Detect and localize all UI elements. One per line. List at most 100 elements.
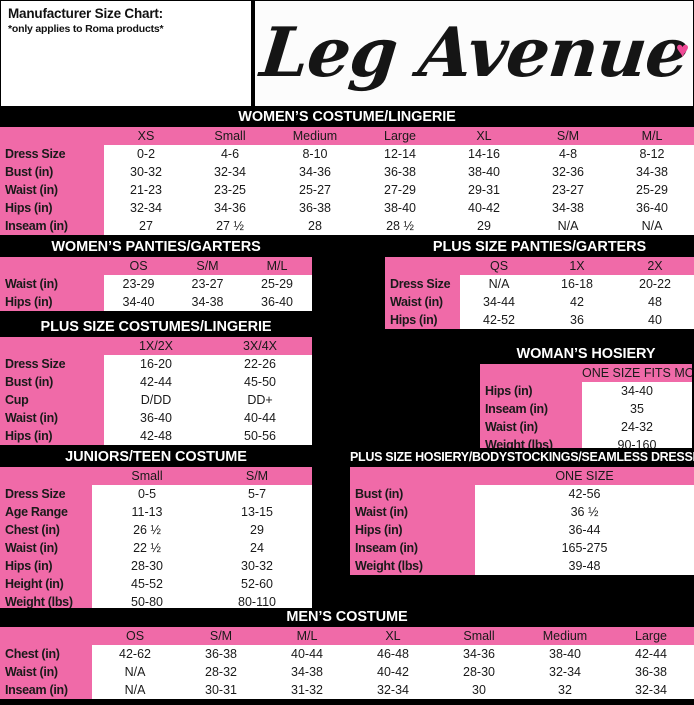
table-row: Hips (in) 28-30 30-32 xyxy=(0,557,312,575)
table-cell: 13-15 xyxy=(202,503,312,521)
row-label: Waist (in) xyxy=(0,539,92,557)
size-table: Small S/M Dress Size 0-5 5-7 Age Range 11-13 13… xyxy=(0,467,312,611)
table-cell: 25-27 xyxy=(272,181,358,199)
table-cell: 39-48 xyxy=(475,557,694,575)
table-cell: 29 xyxy=(202,521,312,539)
row-label: Cup xyxy=(0,391,104,409)
table-cell: 34-36 xyxy=(436,645,522,663)
column-header: S/M xyxy=(202,467,312,485)
table-cell: 30-31 xyxy=(178,681,264,699)
one-size-header: ONE SIZE xyxy=(475,467,694,485)
column-header: OS xyxy=(92,627,178,645)
table-cell: 30-32 xyxy=(104,163,188,181)
table-cell: 28-32 xyxy=(178,663,264,681)
table-row: Hips (in) 42-52 36 40 xyxy=(385,311,694,329)
column-header: 3X/4X xyxy=(208,337,312,355)
table-cell: 36 xyxy=(538,311,616,329)
table-cell: 31-32 xyxy=(264,681,350,699)
row-label: Waist (in) xyxy=(0,181,104,199)
column-header: Small xyxy=(188,127,272,145)
table-cell: 35 xyxy=(582,400,692,418)
table-cell: 24-32 xyxy=(582,418,692,436)
table-cell: 42-56 xyxy=(475,485,694,503)
row-label: Weight (lbs) xyxy=(350,557,475,575)
column-header: 1X xyxy=(538,257,616,275)
table-cell: N/A xyxy=(92,681,178,699)
table-cell: 27-29 xyxy=(358,181,442,199)
column-header: S/M xyxy=(526,127,610,145)
table-row: Hips (in) 32-34 34-36 36-38 38-40 40-42 34-38 3… xyxy=(0,199,694,217)
table-row: Dress Size 0-5 5-7 xyxy=(0,485,312,503)
table-cell: 0-2 xyxy=(104,145,188,163)
row-label: Dress Size xyxy=(0,355,104,373)
section-title: JUNIORS/TEEN COSTUME xyxy=(0,448,312,467)
table-cell: 8-12 xyxy=(610,145,694,163)
table-cell: 36-44 xyxy=(475,521,694,539)
row-label: Weight (lbs) xyxy=(0,593,92,611)
column-header: OS xyxy=(104,257,173,275)
column-header: M/L xyxy=(242,257,312,275)
column-header: Small xyxy=(436,627,522,645)
section-title: MEN’S COSTUME xyxy=(0,608,694,627)
table-cell: 42-48 xyxy=(104,427,208,445)
row-label: Inseam (in) xyxy=(0,217,104,235)
row-label: Waist (in) xyxy=(0,409,104,427)
table-corner xyxy=(0,127,104,145)
table-row: Inseam (in) N/A 30-31 31-32 32-34 30 32 32-34 xyxy=(0,681,694,699)
table-cell: 46-48 xyxy=(350,645,436,663)
table-row: Chest (in) 26 ½ 29 xyxy=(0,521,312,539)
table-row: Inseam (in) 35 xyxy=(480,400,692,418)
table-cell: 36-38 xyxy=(608,663,694,681)
table-body: QS 1X 2X Dress Size N/A 16-18 20-22 Waist (in) 3… xyxy=(385,257,694,329)
table-row: Waist (in) 24-32 xyxy=(480,418,692,436)
table-cell: 36-40 xyxy=(610,199,694,217)
table-row: Chest (in) 42-62 36-38 40-44 46-48 34-36 38-40… xyxy=(0,645,694,663)
table-cell: 36-38 xyxy=(358,163,442,181)
table-cell: 36-40 xyxy=(242,293,312,311)
table-plus-costumes: PLUS SIZE COSTUMES/LINGERIE 1X/2X 3X/4X Dr… xyxy=(0,318,312,445)
row-label: Hips (in) xyxy=(350,521,475,539)
size-table: OS S/M M/L XL Small Medium Large Chest (in) 42-6… xyxy=(0,627,694,699)
row-label: Waist (in) xyxy=(0,275,104,293)
table-cell: 50-80 xyxy=(92,593,202,611)
column-header: Large xyxy=(608,627,694,645)
table-header-row: 1X/2X 3X/4X xyxy=(0,337,312,355)
section-title: WOMEN’S COSTUME/LINGERIE xyxy=(0,108,694,127)
table-cell: 28 ½ xyxy=(358,217,442,235)
table-cell: 80-110 xyxy=(202,593,312,611)
table-row: Waist (in) 23-29 23-27 25-29 xyxy=(0,275,312,293)
table-row: Inseam (in) 27 27 ½ 28 28 ½ 29 N/A N/A xyxy=(0,217,694,235)
table-cell: 40-44 xyxy=(264,645,350,663)
table-corner xyxy=(385,257,460,275)
table-row: Hips (in) 36-44 xyxy=(350,521,694,539)
table-row: Bust (in) 30-32 32-34 34-36 36-38 38-40 32-36 3… xyxy=(0,163,694,181)
table-row: Waist (in) 22 ½ 24 xyxy=(0,539,312,557)
table-cell: 29 xyxy=(442,217,526,235)
table-cell: 40-42 xyxy=(350,663,436,681)
table-cell: 34-36 xyxy=(188,199,272,217)
table-cell: 45-50 xyxy=(208,373,312,391)
manufacturer-note-subtitle: *only applies to Roma products* xyxy=(8,23,164,35)
table-header-row: OS S/M M/L xyxy=(0,257,312,275)
column-header: Small xyxy=(92,467,202,485)
column-header: S/M xyxy=(178,627,264,645)
table-row: Inseam (in) 165-275 xyxy=(350,539,694,557)
table-cell: 22-26 xyxy=(208,355,312,373)
table-cell: 12-14 xyxy=(358,145,442,163)
table-cell: 32-34 xyxy=(522,663,608,681)
row-label: Hips (in) xyxy=(0,293,104,311)
table-cell: 32 xyxy=(522,681,608,699)
table-cell: 32-34 xyxy=(350,681,436,699)
size-table: ONE SIZE Bust (in) 42-56 Waist (in) 36 ½ Hips… xyxy=(350,467,694,575)
table-womans-hosiery: WOMAN’S HOSIERY ONE SIZE FITS MOSTHips (… xyxy=(480,345,692,454)
section-title: PLUS SIZE HOSIERY/BODYSTOCKINGS/SEAMLESS… xyxy=(350,448,694,467)
table-cell: 32-34 xyxy=(104,199,188,217)
column-header: Medium xyxy=(272,127,358,145)
table-header-row: Small S/M xyxy=(0,467,312,485)
table-juniors-teen: JUNIORS/TEEN COSTUME Small S/M Dress Size 0… xyxy=(0,448,312,611)
table-cell: 21-23 xyxy=(104,181,188,199)
table-row: Cup D/DD DD+ xyxy=(0,391,312,409)
row-label: Hips (in) xyxy=(0,427,104,445)
table-plus-panties: PLUS SIZE PANTIES/GARTERS QS 1X 2X Dress Si… xyxy=(385,238,694,329)
table-row: Age Range 11-13 13-15 xyxy=(0,503,312,521)
